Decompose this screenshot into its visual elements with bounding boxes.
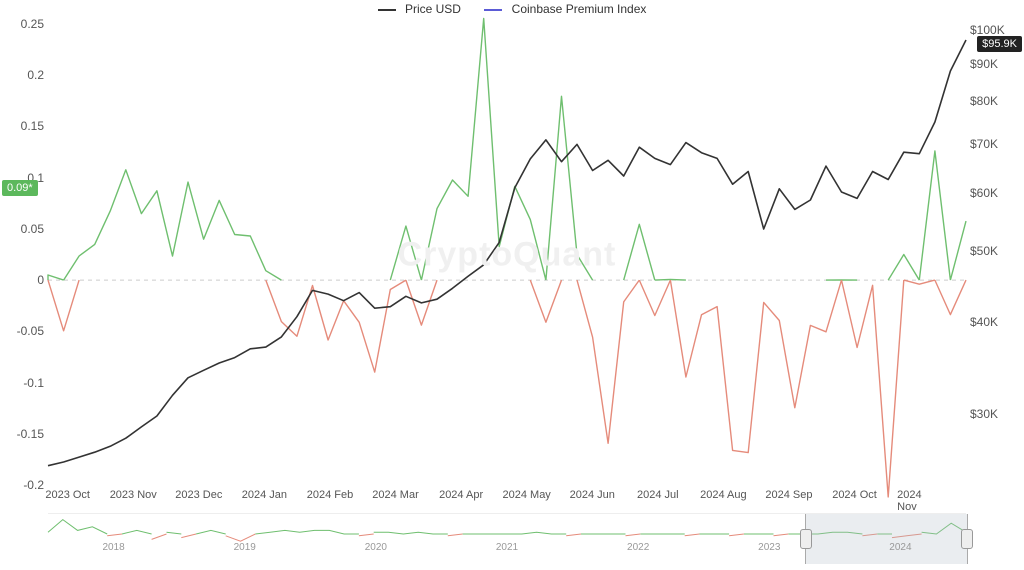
chart-svg bbox=[48, 24, 966, 485]
navigator-selection[interactable] bbox=[805, 514, 968, 564]
y-left-tick: -0.15 bbox=[17, 427, 44, 441]
legend-item-premium: Coinbase Premium Index bbox=[484, 2, 646, 16]
y-left-tick: -0.1 bbox=[23, 376, 44, 390]
y-left-tick: 0.15 bbox=[21, 119, 44, 133]
y-left-tick: 0.25 bbox=[21, 17, 44, 31]
range-navigator[interactable]: 2018 2019 2020 2021 2022 2023 2024 bbox=[48, 513, 966, 564]
y-left-tick: 0 bbox=[37, 273, 44, 287]
x-tick: 2024 Jan bbox=[242, 489, 287, 501]
chart-plot-area[interactable]: CryptoQuant bbox=[48, 24, 966, 485]
navigator-x-tick: 2024 bbox=[889, 542, 911, 553]
navigator-handle-right[interactable] bbox=[961, 529, 973, 549]
navigator-handle-left[interactable] bbox=[800, 529, 812, 549]
navigator-x-tick: 2020 bbox=[365, 542, 387, 553]
y-right-tick: $70K bbox=[970, 137, 998, 151]
y-right-tick: $50K bbox=[970, 244, 998, 258]
x-tick: 2023 Nov bbox=[110, 489, 157, 501]
y-right-tick: $30K bbox=[970, 407, 998, 421]
y-axis-right: $100K$90K$80K$70K$60K$50K$40K$30K bbox=[968, 24, 1024, 485]
legend: Price USD Coinbase Premium Index bbox=[0, 2, 1024, 16]
x-tick: 2024 Aug bbox=[700, 489, 747, 501]
navigator-x-tick: 2023 bbox=[758, 542, 780, 553]
x-tick: 2024 Sep bbox=[765, 489, 812, 501]
x-tick: 2024 Apr bbox=[439, 489, 483, 501]
x-tick: 2024 Nov bbox=[897, 489, 943, 513]
x-tick: 2024 Oct bbox=[832, 489, 877, 501]
y-left-tick: -0.05 bbox=[17, 324, 44, 338]
legend-item-price: Price USD bbox=[378, 2, 461, 16]
navigator-x-tick: 2021 bbox=[496, 542, 518, 553]
x-tick: 2024 Jul bbox=[637, 489, 679, 501]
legend-swatch-premium bbox=[484, 9, 502, 11]
legend-swatch-price bbox=[378, 9, 396, 11]
legend-label-price: Price USD bbox=[405, 2, 461, 16]
chart-container: Price USD Coinbase Premium Index 0.25 0.2… bbox=[0, 0, 1024, 570]
x-axis: 2023 Oct 2023 Nov 2023 Dec 2024 Jan 2024 Feb… bbox=[48, 489, 966, 507]
x-tick: 2024 Feb bbox=[307, 489, 353, 501]
y-left-tick: 0.2 bbox=[27, 68, 44, 82]
y-right-tick: $60K bbox=[970, 186, 998, 200]
x-tick: 2024 Mar bbox=[372, 489, 418, 501]
x-tick: 2024 Jun bbox=[570, 489, 615, 501]
right-axis-badge: $95.9K bbox=[977, 36, 1022, 52]
left-axis-badge: 0.09* bbox=[2, 180, 38, 196]
x-tick: 2023 Oct bbox=[45, 489, 90, 501]
x-tick: 2024 May bbox=[503, 489, 551, 501]
y-axis-left: 0.250.20.150.10.050-0.05-0.1-0.15-0.2 bbox=[0, 24, 46, 485]
left-axis-badge-value: 0.09* bbox=[7, 182, 33, 194]
y-left-tick: 0.05 bbox=[21, 222, 44, 236]
x-tick: 2023 Dec bbox=[175, 489, 222, 501]
navigator-x-tick: 2018 bbox=[102, 542, 124, 553]
y-right-tick: $80K bbox=[970, 94, 998, 108]
y-left-tick: -0.2 bbox=[23, 478, 44, 492]
legend-label-premium: Coinbase Premium Index bbox=[512, 2, 647, 16]
right-axis-badge-value: $95.9K bbox=[982, 38, 1017, 50]
y-right-tick: $90K bbox=[970, 57, 998, 71]
navigator-x-tick: 2022 bbox=[627, 542, 649, 553]
navigator-x-tick: 2019 bbox=[234, 542, 256, 553]
y-right-tick: $40K bbox=[970, 315, 998, 329]
